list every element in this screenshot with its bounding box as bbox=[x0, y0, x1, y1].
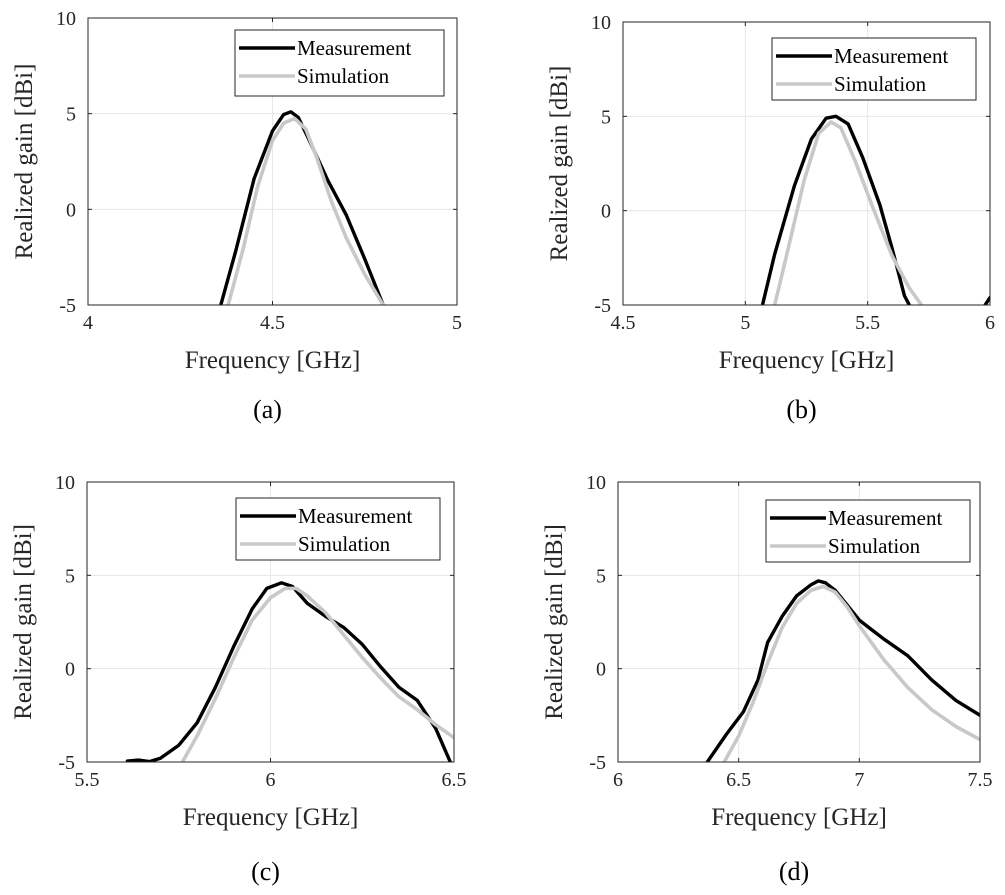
legend: Measurement Simulation bbox=[765, 499, 971, 563]
x-axis-label: Frequency [GHz] bbox=[719, 347, 895, 374]
y-tick-label: 10 bbox=[591, 12, 611, 34]
axes-box bbox=[617, 481, 981, 763]
legend-label-simulation: Simulation bbox=[828, 534, 921, 558]
y-tick-label: 0 bbox=[596, 659, 606, 681]
y-tick-label: 5 bbox=[66, 104, 76, 126]
legend: Measurement Simulation bbox=[771, 37, 977, 101]
y-axis-label: Realized gain [dBi] bbox=[546, 66, 573, 262]
legend: Measurement Simulation bbox=[234, 29, 445, 97]
x-tick-label: 6 bbox=[266, 769, 276, 791]
x-axis-label: Frequency [GHz] bbox=[183, 804, 359, 831]
panel-caption: (c) bbox=[251, 857, 280, 886]
y-tick-label: 10 bbox=[56, 8, 76, 30]
y-tick-label: 5 bbox=[65, 565, 75, 587]
legend-label-measurement: Measurement bbox=[298, 504, 412, 528]
y-tick-label: 10 bbox=[55, 472, 75, 494]
series-line-measurement bbox=[125, 581, 452, 762]
series-line-measurement bbox=[219, 110, 385, 305]
y-tick-label: 5 bbox=[596, 565, 606, 587]
x-tick-label: 4.5 bbox=[611, 312, 636, 334]
legend-box bbox=[765, 499, 971, 563]
legend-label-simulation: Simulation bbox=[297, 64, 390, 88]
series-group bbox=[760, 114, 990, 305]
x-tick-label: 5.5 bbox=[855, 312, 880, 334]
panel-caption: (b) bbox=[786, 395, 816, 424]
y-tick-label: 0 bbox=[66, 199, 76, 221]
series-line-simulation bbox=[226, 116, 385, 305]
x-tick-label: 4.5 bbox=[260, 312, 285, 334]
x-axis-label: Frequency [GHz] bbox=[711, 804, 887, 831]
legend-box bbox=[235, 497, 441, 561]
y-tick-label: -5 bbox=[59, 295, 76, 317]
axes-box bbox=[622, 21, 991, 306]
legend-label-measurement: Measurement bbox=[834, 44, 948, 68]
legend-box bbox=[234, 29, 445, 97]
y-axis-label: Realized gain [dBi] bbox=[11, 64, 38, 260]
x-tick-label: 5 bbox=[740, 312, 750, 334]
x-axis-label: Frequency [GHz] bbox=[185, 347, 361, 374]
series-group bbox=[705, 579, 980, 762]
x-tick-label: 6.5 bbox=[726, 769, 751, 791]
x-tick-label: 6 bbox=[985, 312, 995, 334]
panel-caption: (d) bbox=[779, 857, 809, 886]
y-axis-label: Realized gain [dBi] bbox=[10, 524, 37, 720]
x-tick-label: 4 bbox=[83, 312, 93, 334]
series-group bbox=[219, 110, 385, 305]
x-tick-label: 5.5 bbox=[75, 769, 100, 791]
y-axis-label: Realized gain [dBi] bbox=[541, 524, 568, 720]
panel-caption: (a) bbox=[253, 395, 282, 424]
chart-panel-c: 5.5 6 6.5 -5 0 5 10 Frequency [GHz] Realized gai… bbox=[10, 472, 467, 886]
legend: Measurement Simulation bbox=[235, 497, 441, 561]
y-tick-label: -5 bbox=[594, 295, 611, 317]
x-tick-label: 5 bbox=[452, 312, 462, 334]
legend-label-simulation: Simulation bbox=[834, 72, 927, 96]
y-tick-label: -5 bbox=[589, 752, 606, 774]
y-tick-label: -5 bbox=[58, 752, 75, 774]
series-line-measurement bbox=[705, 579, 980, 762]
x-tick-label: 7.5 bbox=[968, 769, 993, 791]
legend-box bbox=[771, 37, 977, 101]
y-tick-label: 0 bbox=[65, 659, 75, 681]
legend-label-measurement: Measurement bbox=[297, 36, 411, 60]
y-tick-label: 5 bbox=[601, 106, 611, 128]
legend-label-simulation: Simulation bbox=[298, 532, 391, 556]
chart-panel-b: 4.5 5 5.5 6 -5 0 5 10 Frequency [GHz] Realized ga… bbox=[546, 12, 995, 424]
chart-panel-a: 4 4.5 5 -5 0 5 10 Frequency [GHz] Realized gain … bbox=[11, 8, 462, 424]
series-line-simulation bbox=[772, 120, 924, 305]
series-group bbox=[125, 581, 454, 762]
y-tick-label: 0 bbox=[601, 201, 611, 223]
series-line-simulation bbox=[180, 586, 454, 762]
x-tick-label: 6 bbox=[613, 769, 623, 791]
series-line-extra bbox=[983, 295, 990, 305]
y-tick-label: 10 bbox=[586, 472, 606, 494]
x-tick-label: 7 bbox=[854, 769, 864, 791]
chart-panel-d: 6 6.5 7 7.5 -5 0 5 10 Frequency [GHz] Realized ga… bbox=[541, 472, 993, 886]
x-tick-label: 6.5 bbox=[442, 769, 467, 791]
legend-label-measurement: Measurement bbox=[828, 506, 942, 530]
series-line-simulation bbox=[722, 584, 980, 762]
